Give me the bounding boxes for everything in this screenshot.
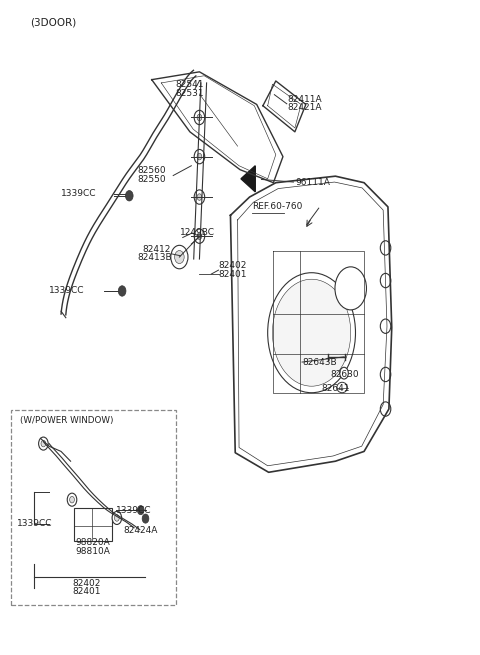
Text: 82401: 82401 <box>218 269 247 278</box>
Circle shape <box>197 194 202 200</box>
Text: 82550: 82550 <box>137 175 166 184</box>
Text: 1339CC: 1339CC <box>17 519 53 528</box>
Text: 82411A: 82411A <box>288 95 323 103</box>
Text: 82402: 82402 <box>218 261 247 270</box>
Text: 82630: 82630 <box>331 370 360 379</box>
Circle shape <box>335 267 366 310</box>
Text: 1339CC: 1339CC <box>116 506 151 515</box>
Circle shape <box>67 493 77 506</box>
Text: (3DOOR): (3DOOR) <box>30 17 76 28</box>
Circle shape <box>38 437 48 450</box>
Circle shape <box>380 273 391 288</box>
Circle shape <box>171 246 188 269</box>
Text: 96111A: 96111A <box>295 178 330 187</box>
Circle shape <box>380 367 391 382</box>
Circle shape <box>70 496 74 503</box>
Bar <box>74 508 112 542</box>
Text: 82531: 82531 <box>176 89 204 98</box>
Text: 82402: 82402 <box>72 578 100 588</box>
Circle shape <box>194 110 204 124</box>
Ellipse shape <box>337 383 348 393</box>
Text: 82541: 82541 <box>176 81 204 89</box>
Text: REF.60-760: REF.60-760 <box>252 202 302 212</box>
Polygon shape <box>241 166 255 192</box>
Circle shape <box>142 514 149 523</box>
Bar <box>11 410 176 605</box>
Circle shape <box>380 319 391 333</box>
Text: 82412: 82412 <box>142 245 170 253</box>
Circle shape <box>380 241 391 255</box>
Circle shape <box>194 149 204 164</box>
Circle shape <box>125 191 133 201</box>
Circle shape <box>197 114 202 121</box>
Text: 1249BC: 1249BC <box>180 229 216 237</box>
Circle shape <box>118 286 126 296</box>
Circle shape <box>41 440 46 447</box>
Text: 1339CC: 1339CC <box>49 286 84 295</box>
Text: 82424A: 82424A <box>123 527 157 536</box>
Text: 82421A: 82421A <box>288 103 322 112</box>
Circle shape <box>115 515 119 521</box>
Text: 82413B: 82413B <box>137 253 172 262</box>
Text: 82401: 82401 <box>72 587 100 596</box>
Circle shape <box>175 251 184 263</box>
Text: (W/POWER WINDOW): (W/POWER WINDOW) <box>20 416 113 424</box>
Text: 1339CC: 1339CC <box>61 189 96 198</box>
Circle shape <box>197 153 202 160</box>
Circle shape <box>112 512 121 525</box>
Circle shape <box>340 367 348 379</box>
Text: 82560: 82560 <box>137 166 166 176</box>
Circle shape <box>273 279 351 386</box>
Circle shape <box>194 229 204 244</box>
Text: 98820A: 98820A <box>75 538 110 547</box>
Circle shape <box>137 506 144 515</box>
Text: 98810A: 98810A <box>75 547 110 555</box>
Circle shape <box>194 190 204 204</box>
Circle shape <box>380 402 391 416</box>
Circle shape <box>268 272 356 393</box>
Text: 82641: 82641 <box>321 384 349 393</box>
Circle shape <box>197 233 202 240</box>
Text: 82643B: 82643B <box>302 358 336 367</box>
